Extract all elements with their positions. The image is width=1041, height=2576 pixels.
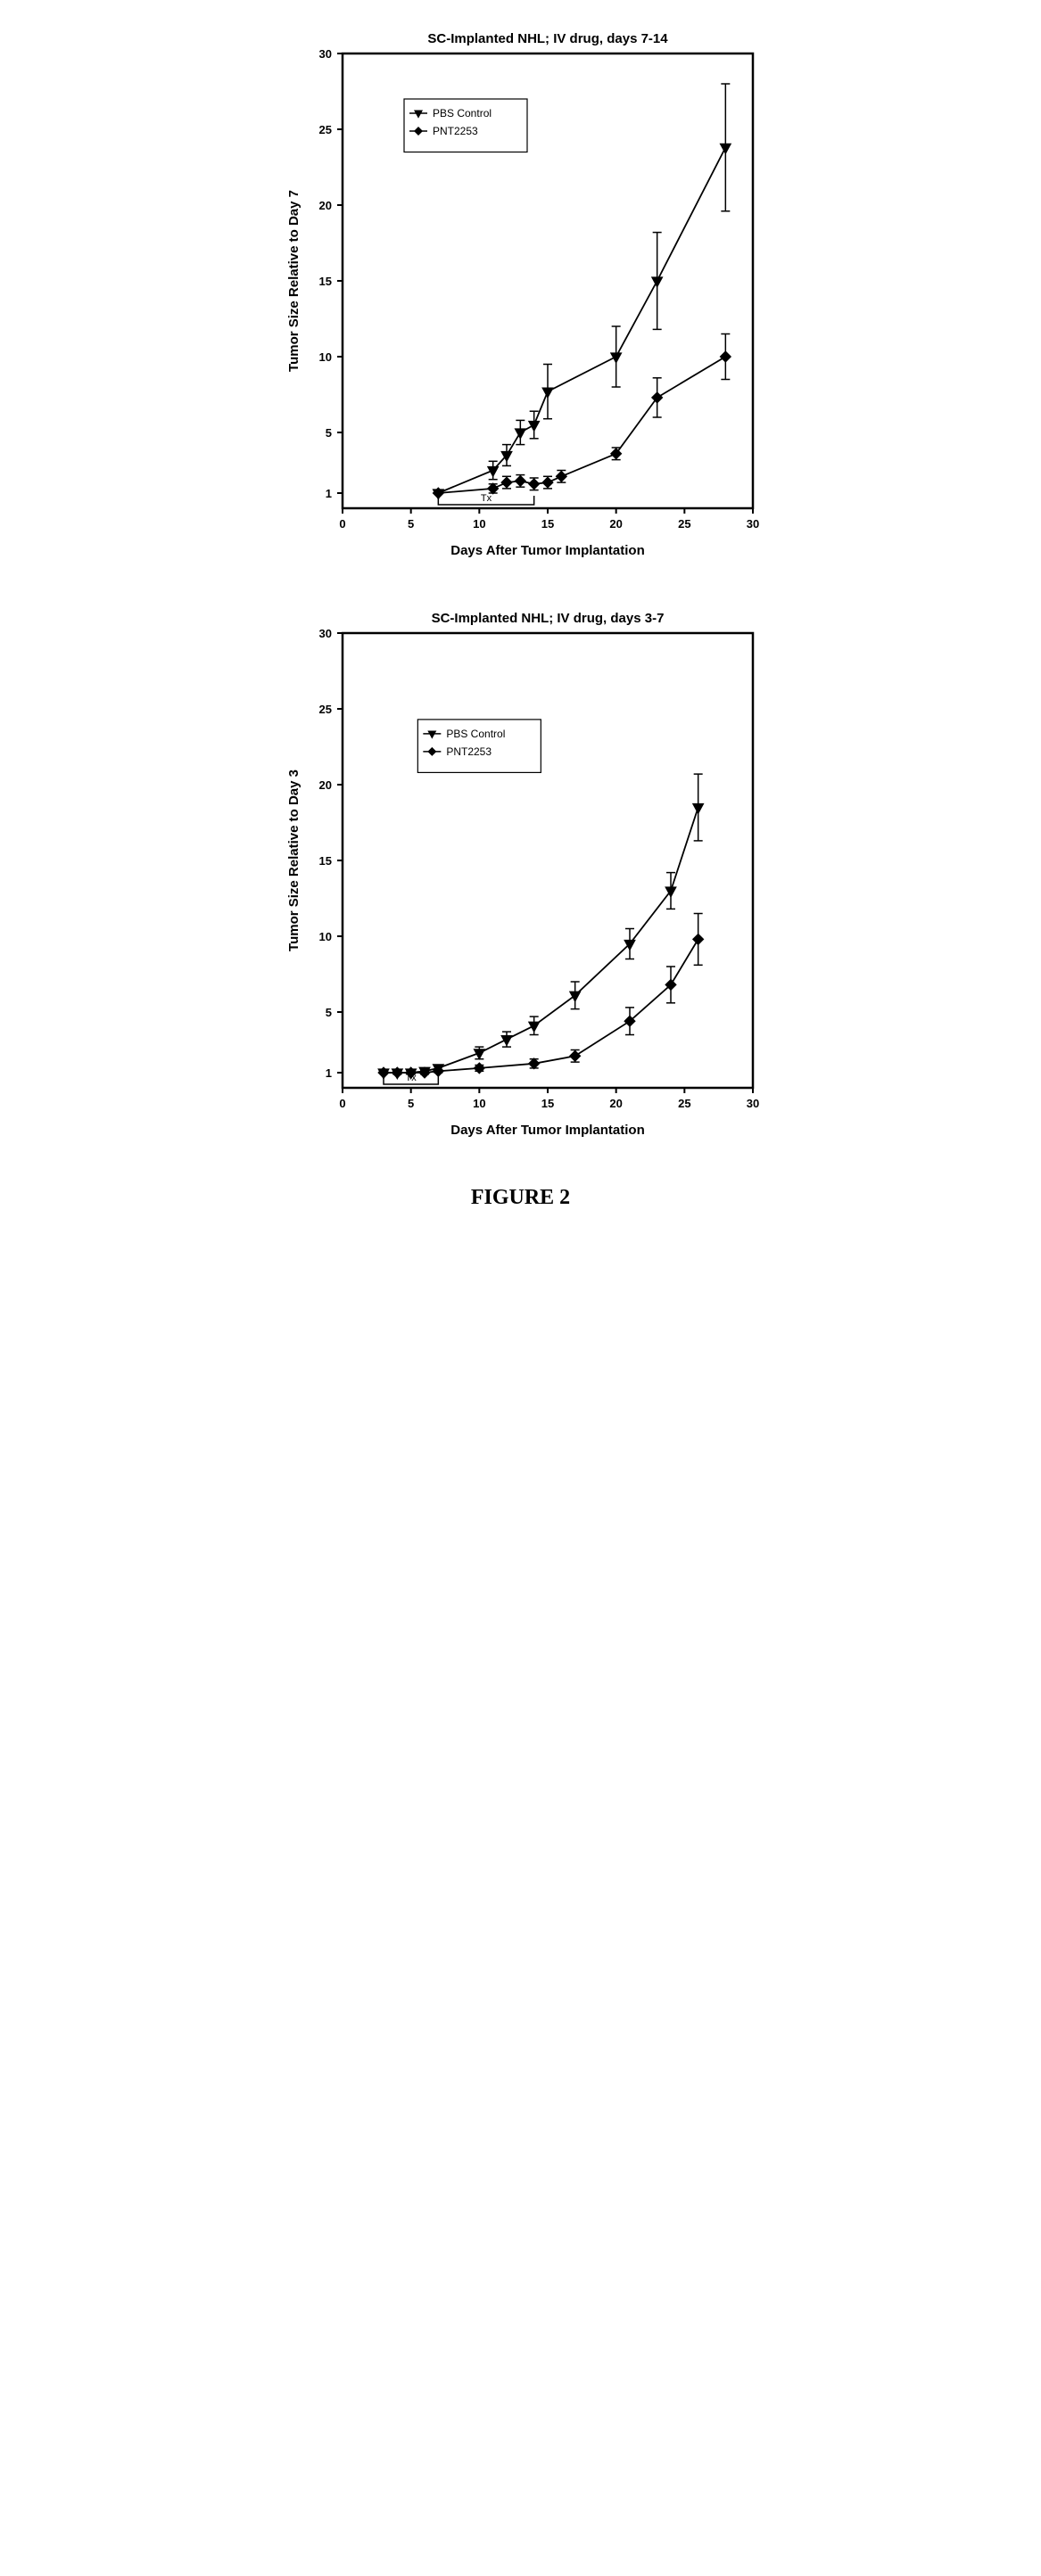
svg-text:10: 10 xyxy=(318,930,331,943)
svg-text:15: 15 xyxy=(541,1097,553,1110)
svg-text:30: 30 xyxy=(318,627,331,640)
svg-text:25: 25 xyxy=(318,703,331,716)
svg-text:25: 25 xyxy=(318,123,331,136)
svg-text:10: 10 xyxy=(473,1097,485,1110)
svg-text:5: 5 xyxy=(408,517,414,531)
svg-text:20: 20 xyxy=(609,1097,622,1110)
svg-text:10: 10 xyxy=(318,350,331,364)
svg-text:25: 25 xyxy=(678,1097,690,1110)
svg-text:20: 20 xyxy=(609,517,622,531)
svg-text:SC-Implanted NHL; IV drug, day: SC-Implanted NHL; IV drug, days 3-7 xyxy=(431,611,664,626)
svg-text:PBS Control: PBS Control xyxy=(433,107,492,119)
svg-text:30: 30 xyxy=(746,1097,758,1110)
svg-text:5: 5 xyxy=(325,1006,331,1019)
svg-text:15: 15 xyxy=(541,517,553,531)
svg-text:Tumor Size Relative to Day 7: Tumor Size Relative to Day 7 xyxy=(286,190,302,372)
svg-text:Tumor Size Relative to Day 3: Tumor Size Relative to Day 3 xyxy=(286,770,302,951)
figure-label: FIGURE 2 xyxy=(471,1186,570,1210)
svg-text:Days After Tumor Implantation: Days After Tumor Implantation xyxy=(450,1123,645,1138)
svg-text:15: 15 xyxy=(318,275,331,288)
svg-text:0: 0 xyxy=(339,517,345,531)
svg-text:0: 0 xyxy=(339,1097,345,1110)
svg-text:15: 15 xyxy=(318,854,331,868)
svg-text:PBS Control: PBS Control xyxy=(446,728,505,740)
svg-text:1: 1 xyxy=(325,1066,331,1080)
svg-text:5: 5 xyxy=(325,426,331,440)
svg-text:10: 10 xyxy=(473,517,485,531)
chart-1-svg: SC-Implanted NHL; IV drug, days 7-14 0 5 10… xyxy=(271,18,771,571)
svg-text:20: 20 xyxy=(318,778,331,792)
svg-text:30: 30 xyxy=(746,517,758,531)
svg-text:30: 30 xyxy=(318,47,331,61)
svg-text:5: 5 xyxy=(408,1097,414,1110)
svg-text:Days After Tumor Implantation: Days After Tumor Implantation xyxy=(450,543,645,558)
svg-text:20: 20 xyxy=(318,199,331,212)
svg-text:SC-Implanted NHL; IV drug, day: SC-Implanted NHL; IV drug, days 7-14 xyxy=(427,31,668,46)
svg-text:1: 1 xyxy=(325,487,331,500)
svg-text:25: 25 xyxy=(678,517,690,531)
svg-text:PNT2253: PNT2253 xyxy=(446,745,492,758)
svg-text:Tx: Tx xyxy=(480,493,492,504)
svg-text:PNT2253: PNT2253 xyxy=(433,125,478,137)
chart-1-container: SC-Implanted NHL; IV drug, days 7-14 0 5 10… xyxy=(271,18,771,571)
chart-2-container: SC-Implanted NHL; IV drug, days 3-7 0 5 10 1… xyxy=(271,597,771,1150)
chart-2-svg: SC-Implanted NHL; IV drug, days 3-7 0 5 10 1… xyxy=(271,597,771,1150)
